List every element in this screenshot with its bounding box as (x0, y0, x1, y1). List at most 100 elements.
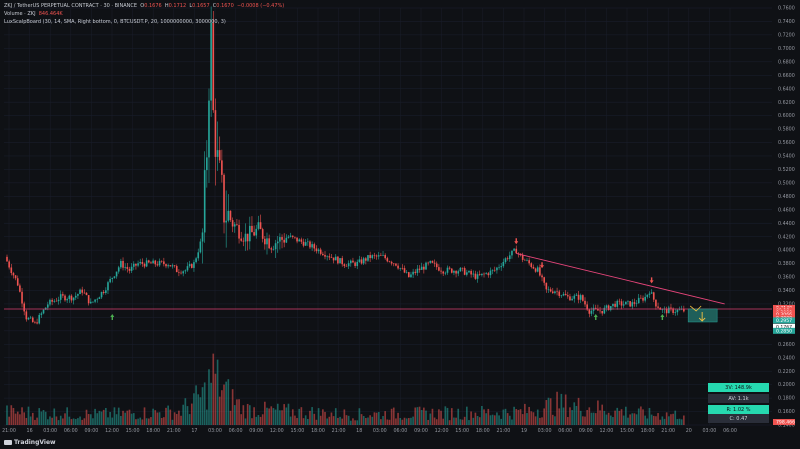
candle-body (375, 255, 378, 257)
volume-bar (496, 412, 498, 425)
volume-bar (175, 413, 178, 425)
volume-bar (388, 419, 391, 425)
volume-bar (70, 419, 73, 425)
volume-bar (483, 409, 485, 425)
legend-volume-line[interactable]: Volume · ZKJ 846.464K (4, 11, 63, 17)
y-tick-label: 0.2600 (778, 342, 795, 348)
volume-bar (201, 387, 204, 425)
volume-bar (25, 417, 28, 425)
legend-symbol[interactable]: ZKJ / TetherUS PERPETUAL CONTRACT · 30 ·… (4, 3, 138, 9)
y-tick-label: 0.6200 (778, 100, 795, 106)
candle-body (380, 255, 382, 256)
candle-body (463, 268, 466, 275)
legend-close: 0.1670 (216, 3, 234, 9)
candle-body (678, 309, 681, 311)
volume-bar (594, 413, 597, 425)
candle-body (83, 292, 86, 294)
candle-body (472, 273, 475, 275)
candle-body (225, 220, 227, 223)
candle-body (324, 255, 326, 257)
candle-body (674, 312, 677, 313)
volume-bar (622, 415, 625, 425)
candle-body (53, 300, 56, 302)
candle-body (74, 295, 77, 298)
volume-bar (678, 418, 681, 425)
x-tick-label: 21:00 (496, 428, 510, 434)
y-tick-label: 0.4400 (778, 221, 795, 227)
volume-bar (502, 409, 505, 425)
candle-body (358, 259, 361, 262)
candle-body (629, 301, 631, 307)
zigzag-icon (689, 305, 702, 312)
candle-body (244, 233, 247, 242)
candle-body (345, 266, 348, 267)
volume-bar (274, 409, 277, 425)
volume-bar (182, 404, 185, 425)
candle-body (571, 298, 573, 301)
volume-bar (83, 418, 86, 425)
candle-body (334, 256, 337, 261)
candle-body (231, 220, 234, 227)
candle-body (558, 291, 561, 296)
volume-bar (672, 413, 674, 425)
candle-body (605, 305, 608, 308)
trendline[interactable] (516, 253, 725, 305)
volume-bar (582, 416, 584, 425)
volume-bar (132, 413, 135, 425)
candle-body (461, 267, 464, 269)
volume-bar (317, 408, 320, 425)
candle-body (545, 282, 548, 290)
volume-bar (655, 416, 657, 425)
candle-body (190, 264, 193, 268)
volume-bar (500, 418, 503, 425)
volume-bar (199, 397, 202, 425)
volume-bar (242, 405, 245, 425)
candle-body (307, 241, 309, 243)
volume-bar (180, 415, 182, 425)
volume-bar (34, 419, 36, 425)
volume-bar (328, 416, 331, 425)
candle-body (521, 255, 524, 260)
candle-body (597, 308, 599, 311)
volume-bar (459, 419, 462, 425)
volume-bar (485, 413, 487, 425)
volume-bar (92, 418, 94, 425)
x-tick-label: 21:00 (661, 428, 675, 434)
time-axis[interactable]: 21:00 16 03:00 06:00 09:00 12:00 15:00 18:00 21:… (2, 428, 737, 434)
volume-bar (468, 420, 470, 425)
volume-bar (392, 407, 395, 425)
volume-bar (403, 417, 406, 425)
candle-body (126, 266, 129, 269)
candle-body (412, 271, 414, 275)
candle-body (435, 263, 438, 268)
volume-bar (77, 418, 79, 425)
volume-bar (152, 408, 154, 425)
volume-bar (289, 416, 292, 425)
candle-body (199, 241, 202, 253)
volume-bar (586, 410, 588, 425)
candle-body (236, 224, 238, 225)
volume-bar (36, 417, 38, 425)
candle-body (541, 275, 543, 278)
x-tick-label: 12:00 (105, 428, 119, 434)
candle-body (27, 317, 30, 320)
volume-bar (300, 407, 303, 425)
volume-bar (558, 408, 561, 425)
x-tick-label: 20 (686, 428, 692, 434)
volume-bar (461, 419, 464, 425)
volume-bar (31, 412, 34, 425)
volume-bar (543, 408, 546, 425)
candle-body (40, 313, 43, 315)
legend-indicator-line[interactable]: LuxScalpBoard (30, 14, SMA, Right bottom… (4, 19, 226, 25)
candle-body (113, 276, 116, 278)
candle-body (491, 269, 494, 271)
volume-bar (115, 414, 118, 425)
candle-body (276, 241, 279, 244)
volume-bar (102, 409, 105, 425)
candle-body (264, 238, 266, 245)
price-axis[interactable]: 0.7600 0.7400 0.7200 0.7000 0.6800 0.6600 0.64… (778, 6, 795, 429)
tradingview-logo[interactable]: TradingView (4, 439, 56, 446)
volume-bar (625, 406, 627, 425)
volume-bar (261, 414, 264, 425)
